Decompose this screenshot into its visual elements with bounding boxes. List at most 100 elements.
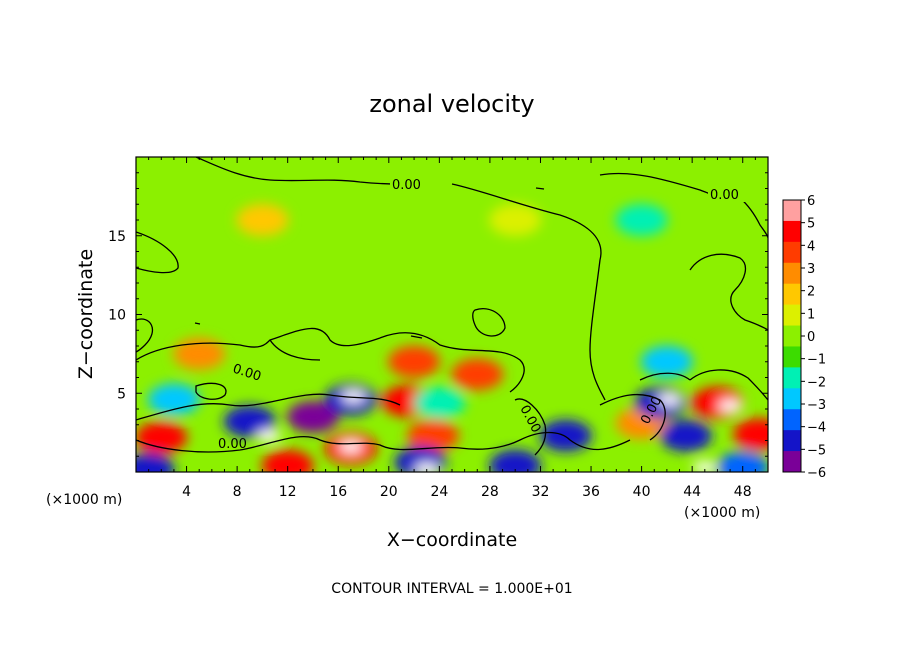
contour-line bbox=[689, 253, 768, 331]
colorbar-segment bbox=[783, 451, 801, 473]
field-feature bbox=[489, 204, 542, 236]
field-feature bbox=[223, 405, 276, 438]
x-unit-right: (×1000 m) bbox=[684, 505, 760, 521]
field-feature bbox=[733, 418, 768, 451]
velocity-field bbox=[136, 157, 768, 472]
colorbar-tick-label: 3 bbox=[807, 262, 815, 277]
x-tick-label: 20 bbox=[380, 484, 398, 500]
field-feature bbox=[718, 399, 743, 412]
field-feature bbox=[451, 358, 504, 391]
colorbar-segment bbox=[783, 346, 801, 368]
x-tick-label: 44 bbox=[683, 484, 701, 500]
zero-contours bbox=[136, 157, 768, 456]
y-tick-label: 5 bbox=[117, 386, 126, 402]
colorbar-segment bbox=[783, 409, 801, 431]
field-feature bbox=[173, 337, 226, 370]
contour-line bbox=[379, 332, 525, 393]
colorbar-tick-label: 0 bbox=[807, 330, 815, 345]
field-feature bbox=[147, 383, 200, 416]
contour-line bbox=[195, 157, 401, 185]
colorbar-segment bbox=[783, 367, 801, 389]
field-feature bbox=[341, 390, 366, 403]
field-feature bbox=[414, 462, 439, 472]
colorbar-tick-label: 2 bbox=[807, 285, 815, 300]
x-tick-label: 48 bbox=[734, 484, 752, 500]
colorbar-tick-label: −3 bbox=[807, 398, 826, 413]
contour-line bbox=[639, 372, 691, 381]
contour-line bbox=[136, 231, 179, 274]
field-feature bbox=[388, 345, 441, 378]
contour-line bbox=[194, 322, 201, 325]
x-tick-label: 8 bbox=[233, 484, 242, 500]
x-tick-label: 16 bbox=[329, 484, 347, 500]
colorbar-segment bbox=[783, 283, 801, 306]
x-tick-label: 28 bbox=[481, 484, 499, 500]
contour-interval-note: CONTOUR INTERVAL = 1.000E+01 bbox=[331, 581, 572, 597]
field-feature bbox=[394, 446, 447, 472]
y-tick-label: 10 bbox=[108, 308, 126, 324]
field-feature bbox=[256, 429, 281, 442]
field-feature bbox=[659, 419, 712, 452]
colorbar-tick-label: 1 bbox=[807, 307, 815, 322]
field-feature bbox=[716, 451, 768, 472]
y-axis-label: Z−coordinate bbox=[75, 249, 97, 379]
contour-line bbox=[599, 393, 666, 441]
field-feature bbox=[539, 419, 592, 452]
contour-label: 0.00 bbox=[710, 188, 739, 203]
chart-title: zonal velocity bbox=[369, 90, 534, 118]
field-feature bbox=[657, 393, 682, 406]
colorbar-tick-label: −1 bbox=[807, 353, 826, 368]
colorbar-segment bbox=[783, 325, 801, 347]
contour-line bbox=[136, 393, 401, 421]
contour-line bbox=[410, 335, 423, 339]
field-feature bbox=[236, 204, 289, 236]
field-feature bbox=[407, 419, 460, 452]
x-axis-ticks: 4 8 12 16 20 24 28 32 36 40 44 48 bbox=[148, 157, 756, 500]
colorbar-tick-label: −6 bbox=[807, 466, 826, 481]
x-tick-label: 40 bbox=[633, 484, 651, 500]
field-feature bbox=[413, 386, 466, 419]
field-feature bbox=[615, 204, 668, 236]
colorbar-tick-label: 6 bbox=[807, 194, 815, 209]
x-unit-left: (×1000 m) bbox=[46, 492, 122, 508]
x-axis-label: X−coordinate bbox=[387, 529, 517, 551]
x-tick-label: 4 bbox=[182, 484, 191, 500]
contour-line bbox=[689, 369, 768, 401]
y-axis-ticks: 5 10 15 bbox=[108, 172, 768, 457]
field-feature bbox=[338, 440, 363, 453]
contour-line bbox=[514, 398, 547, 456]
colorbar-segment bbox=[783, 200, 801, 222]
x-tick-label: 36 bbox=[582, 484, 600, 500]
contour-line bbox=[451, 183, 606, 401]
field-feature bbox=[489, 449, 542, 472]
field-feature bbox=[136, 421, 188, 454]
field-feature bbox=[640, 345, 693, 378]
colorbar-segment bbox=[783, 304, 801, 327]
colorbar-tick-label: 5 bbox=[807, 217, 815, 232]
colorbar-segment bbox=[783, 430, 801, 452]
colorbar-segment bbox=[783, 220, 801, 243]
colorbar-segment bbox=[783, 262, 801, 285]
colorbar-segment bbox=[783, 388, 801, 410]
colorbar-tick-label: 4 bbox=[807, 239, 815, 254]
contour-line bbox=[599, 172, 711, 195]
x-tick-label: 32 bbox=[532, 484, 550, 500]
contour-line bbox=[195, 382, 227, 400]
contour-line bbox=[269, 339, 321, 361]
x-tick-label: 24 bbox=[430, 484, 448, 500]
colorbar: 6 5 4 3 2 1 0 −1 −2 −3 −4 −5 −6 bbox=[782, 194, 826, 481]
contour-line bbox=[136, 431, 631, 453]
colorbar-tick-label: −2 bbox=[807, 375, 826, 390]
x-tick-label: 12 bbox=[279, 484, 297, 500]
colorbar-tick-label: −5 bbox=[807, 443, 826, 458]
colorbar-segment bbox=[783, 241, 801, 264]
field-feature bbox=[286, 400, 339, 433]
y-tick-label: 15 bbox=[108, 229, 126, 245]
contour-line bbox=[472, 308, 506, 337]
contour-label: 0.00 bbox=[392, 178, 421, 193]
colorbar-tick-label: −4 bbox=[807, 421, 826, 436]
contour-label: 0.00 bbox=[218, 437, 247, 452]
field-feature bbox=[692, 461, 717, 472]
contour-line bbox=[136, 318, 154, 353]
